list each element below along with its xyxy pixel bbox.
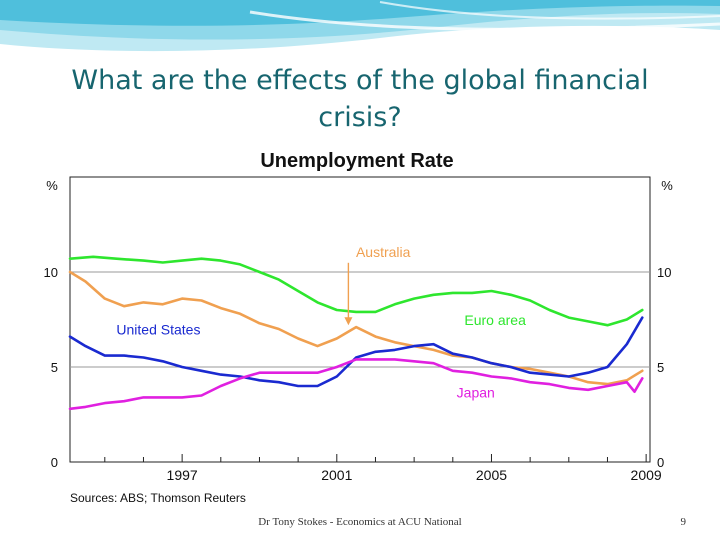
axis-layer: 0 0 5 5 10 10 1997 2001 2005 2009	[44, 265, 672, 483]
y-tick-right-10: 10	[657, 265, 671, 280]
label-japan: Japan	[457, 384, 495, 400]
y-tick-left-0: 0	[51, 455, 58, 470]
x-tick-1997: 1997	[167, 467, 198, 483]
chart-source: Sources: ABS; Thomson Reuters	[70, 491, 246, 505]
y-tick-left-5: 5	[51, 360, 58, 375]
arrow-head-australia	[344, 317, 353, 326]
chart-title: Unemployment Rate	[260, 150, 453, 172]
y-tick-left-10: 10	[44, 265, 58, 280]
series-layer	[68, 255, 644, 411]
page-number: 9	[680, 516, 687, 528]
unemployment-chart: Unemployment Rate % % 0 0 5 5 10 10 1997 2001 20…	[44, 150, 674, 505]
y-unit-left: %	[46, 178, 58, 193]
label-united-states: United States	[116, 322, 200, 338]
label-euro-area: Euro area	[464, 312, 526, 328]
annotation-layer: Australia United States Euro area Japan	[116, 244, 526, 401]
x-tick-2009: 2009	[631, 467, 662, 483]
series-line-australia	[68, 270, 644, 386]
header-wave-decoration	[0, 0, 720, 52]
label-australia: Australia	[356, 244, 411, 260]
footer-text: Dr Tony Stokes - Economics at ACU Nation…	[258, 516, 462, 528]
series-line-japan	[68, 358, 644, 411]
slide-title: What are the effects of the global finan…	[71, 65, 649, 133]
series-line-euro-area	[68, 255, 644, 327]
series-line-united-states	[68, 316, 644, 388]
y-tick-right-0: 0	[657, 455, 664, 470]
y-unit-right: %	[661, 178, 673, 193]
x-tick-2001: 2001	[321, 467, 352, 483]
plot-frame	[69, 176, 651, 463]
grid-layer	[70, 271, 650, 368]
y-tick-right-5: 5	[657, 360, 664, 375]
x-tick-2005: 2005	[476, 467, 507, 483]
